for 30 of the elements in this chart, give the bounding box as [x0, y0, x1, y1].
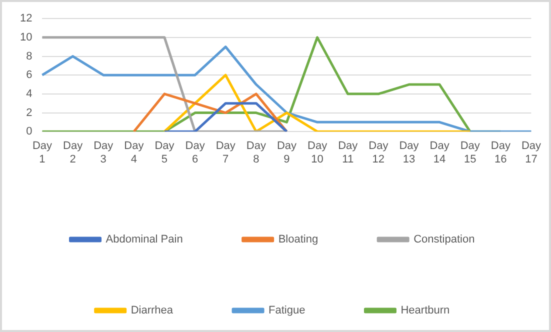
y-tick-label: 6: [26, 69, 32, 82]
legend-label: Abdominal Pain: [106, 234, 183, 246]
y-tick-label: 2: [26, 106, 32, 119]
x-tick-label: Day 5: [154, 140, 175, 166]
x-tick-label: Day 12: [368, 140, 389, 166]
x-tick-label: Day 2: [63, 140, 84, 166]
legend-label: Heartburn: [400, 304, 450, 317]
x-tick-label: Day 15: [460, 140, 480, 166]
legend-label: Bloating: [278, 234, 318, 246]
x-tick-label: Day 16: [490, 140, 511, 166]
x-tick-label: Day 11: [338, 140, 358, 166]
legend-label: Constipation: [414, 234, 475, 246]
x-tick-label: Day 10: [308, 140, 328, 166]
x-tick-label: Day 14: [430, 140, 450, 166]
y-tick-label: 4: [26, 88, 32, 100]
x-tick-label: Day 4: [124, 140, 144, 166]
y-tick-label: 10: [20, 31, 32, 44]
x-tick-label: Day 3: [94, 140, 114, 166]
x-tick-label: Day 6: [185, 140, 206, 166]
x-tick-label: Day 17: [521, 140, 542, 166]
x-tick-label: Day 13: [399, 140, 420, 166]
y-tick-label: 0: [26, 126, 32, 138]
x-tick-label: Day 9: [276, 140, 298, 166]
y-tick-label: 12: [20, 12, 32, 25]
legend-label: Diarrhea: [130, 304, 174, 317]
x-tick-label: Day 1: [32, 140, 53, 166]
legend-label: Fatigue: [268, 304, 306, 317]
y-tick-label: 8: [26, 50, 32, 62]
x-tick-label: Day 8: [246, 140, 266, 166]
x-tick-label: Day 7: [216, 140, 236, 166]
